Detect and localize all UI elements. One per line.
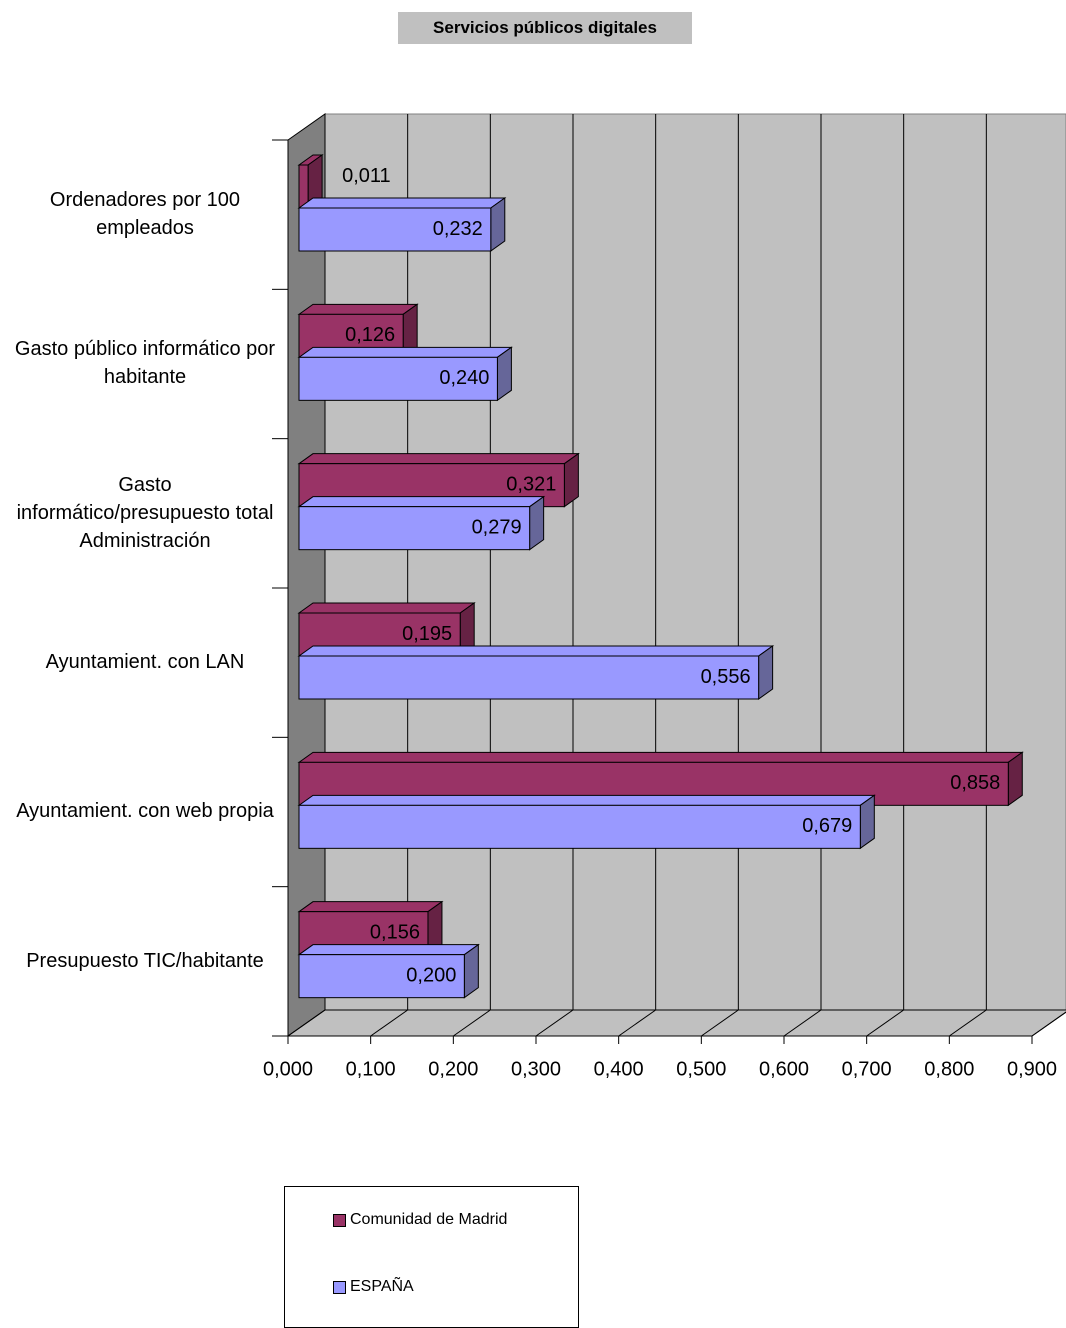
x-tick-label: 0,400 <box>594 1058 644 1080</box>
bar-front <box>298 655 760 700</box>
category-label: Gasto público informático por habitante <box>14 338 276 389</box>
data-label: 0,195 <box>402 623 452 645</box>
bar-front <box>298 207 492 252</box>
bar <box>297 154 324 209</box>
bar-side <box>1007 751 1023 807</box>
legend-swatch <box>333 1280 346 1294</box>
chart-title: Servicios públicos digitales <box>398 12 692 44</box>
legend-label: Comunidad de Madrid <box>350 1211 508 1228</box>
floor-grid-line <box>287 1009 326 1037</box>
bar-top <box>297 496 546 508</box>
bar-side <box>490 197 506 252</box>
bar <box>297 943 480 999</box>
data-label: 0,321 <box>506 473 556 495</box>
bar-side <box>859 794 875 850</box>
data-label: 0,240 <box>439 367 489 389</box>
legend-swatch <box>333 1213 346 1227</box>
x-tick-label: 0,200 <box>428 1058 478 1080</box>
bar-top <box>297 901 444 913</box>
data-label: 0,279 <box>472 516 522 538</box>
bar-side <box>563 452 579 508</box>
floor-grid-line <box>1031 1011 1066 1037</box>
side-wall <box>287 113 326 1037</box>
floor-grid-line <box>783 1009 822 1037</box>
legend-label: ESPAÑA <box>350 1278 414 1295</box>
floor-grid-line <box>701 1009 739 1037</box>
legend-item: ESPAÑA <box>333 1278 414 1296</box>
x-tick-label: 0,700 <box>842 1058 892 1080</box>
category-label: Ordenadores por 100 empleados <box>49 189 241 239</box>
x-tick-label: 0,500 <box>676 1058 726 1080</box>
x-tick-label: 0,000 <box>263 1058 313 1080</box>
category-label: Gasto informático/presupuesto total Admi… <box>16 473 274 552</box>
x-tick-label: 0,600 <box>759 1058 809 1080</box>
category-label: Presupuesto TIC/habitante <box>26 949 264 972</box>
x-tick-label: 0,300 <box>511 1058 561 1080</box>
bar-front <box>298 804 861 849</box>
data-label: 0,126 <box>345 324 395 346</box>
x-tick-label: 0,800 <box>924 1058 974 1080</box>
bar-top <box>297 751 1024 763</box>
bar-top <box>297 346 513 358</box>
bar <box>297 197 507 252</box>
data-label: 0,156 <box>370 921 420 943</box>
bar-side <box>496 346 512 402</box>
floor <box>286 1009 1066 1037</box>
bar <box>297 794 876 850</box>
data-label: 0,679 <box>802 815 852 837</box>
bar-side <box>463 943 479 999</box>
floor-grid-line <box>866 1009 904 1037</box>
bar-top <box>297 645 775 657</box>
legend-item: Comunidad de Madrid <box>333 1211 507 1229</box>
bar-top <box>297 197 507 209</box>
floor-grid-line <box>949 1009 987 1037</box>
data-label: 0,556 <box>701 666 751 688</box>
bar-top <box>297 944 480 956</box>
data-label: 0,011 <box>342 165 391 187</box>
bar-top <box>297 602 476 614</box>
bar <box>297 495 546 551</box>
x-tick-label: 0,100 <box>346 1058 396 1080</box>
x-tick-label: 0,900 <box>1007 1058 1057 1080</box>
bar-side <box>529 495 545 551</box>
bar <box>297 645 775 700</box>
bar-front <box>298 164 309 209</box>
data-label: 0,858 <box>950 772 1000 794</box>
bar-front <box>298 356 498 401</box>
bar-top <box>297 794 876 806</box>
floor-grid-line <box>370 1009 408 1037</box>
bar <box>297 346 513 402</box>
bar-front <box>298 506 531 551</box>
data-label: 0,200 <box>406 964 456 986</box>
data-label: 0,232 <box>433 218 483 240</box>
category-label: Ayuntamient. con web propia <box>16 800 274 823</box>
bar-side <box>758 645 774 700</box>
legend: Comunidad de Madrid ESPAÑA <box>284 1186 579 1328</box>
floor-grid-line <box>453 1009 491 1037</box>
floor-grid-line <box>535 1009 574 1037</box>
bar-top <box>297 453 580 465</box>
category-label: Ayuntamient. con LAN <box>45 651 245 673</box>
bar-top <box>297 303 419 315</box>
bar-front <box>298 954 465 999</box>
floor-grid-line <box>618 1009 656 1037</box>
